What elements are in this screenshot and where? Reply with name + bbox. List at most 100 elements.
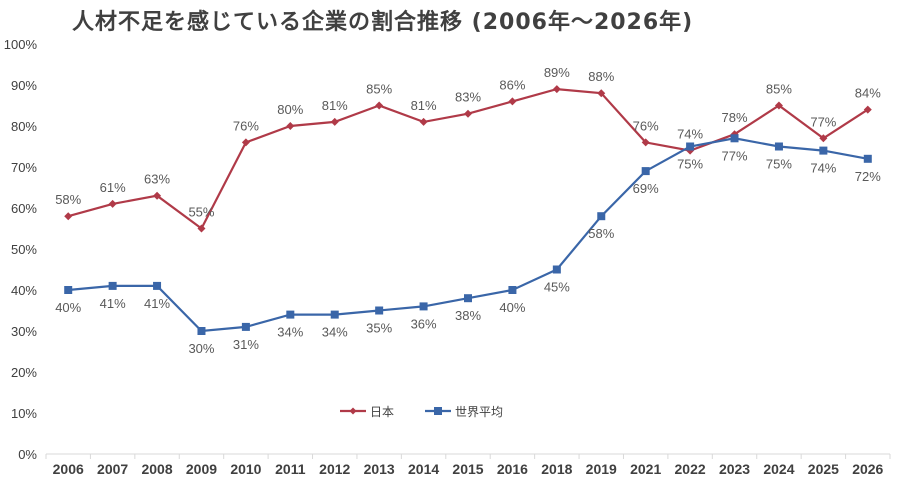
x-tick-label: 2021 [630, 461, 661, 477]
data-point-marker [819, 146, 828, 155]
data-point-marker [241, 138, 250, 147]
data-label: 36% [411, 316, 437, 331]
y-tick-label: 60% [11, 201, 37, 216]
data-label: 55% [188, 205, 214, 220]
data-point-marker [730, 134, 739, 143]
data-label: 72% [855, 169, 881, 184]
data-label: 34% [277, 325, 303, 340]
x-tick-label: 2026 [852, 461, 883, 477]
data-label: 35% [366, 321, 392, 336]
x-tick-label: 2024 [763, 461, 794, 477]
data-label: 61% [100, 180, 126, 195]
y-tick-label: 50% [11, 242, 37, 257]
data-label: 41% [144, 296, 170, 311]
data-point-marker [153, 281, 162, 290]
y-tick-label: 40% [11, 283, 37, 298]
data-point-marker [330, 117, 339, 126]
data-label: 81% [411, 98, 437, 113]
data-point-marker [286, 122, 295, 130]
y-tick-label: 90% [11, 78, 37, 93]
x-tick-label: 2012 [319, 461, 350, 477]
x-tick-label: 2018 [541, 461, 572, 477]
data-point-marker [419, 117, 428, 126]
data-label: 41% [100, 296, 126, 311]
data-point-marker [508, 286, 517, 294]
data-label: 58% [55, 192, 81, 207]
x-tick-label: 2022 [675, 461, 706, 477]
data-point-marker [464, 294, 472, 303]
y-tick-label: 70% [11, 160, 37, 175]
y-tick-label: 20% [11, 365, 37, 380]
data-point-marker [64, 286, 73, 294]
data-point-marker [108, 281, 117, 290]
legend-label: 日本 [370, 405, 394, 419]
data-label: 85% [366, 82, 392, 97]
x-tick-label: 2015 [452, 461, 483, 477]
data-label: 34% [322, 325, 348, 340]
data-label: 77% [722, 148, 748, 163]
data-label: 40% [55, 300, 81, 315]
data-point-marker [108, 199, 117, 208]
data-label: 74% [810, 161, 836, 176]
data-label: 40% [499, 300, 525, 315]
data-point-marker [641, 138, 650, 147]
x-tick-label: 2016 [497, 461, 528, 477]
x-tick-label: 2006 [53, 461, 84, 477]
data-label: 83% [455, 90, 481, 105]
data-label: 75% [677, 157, 703, 172]
x-tick-label: 2013 [364, 461, 395, 477]
data-label: 31% [233, 337, 259, 352]
data-label: 78% [722, 110, 748, 125]
y-tick-label: 80% [11, 119, 37, 134]
y-tick-label: 0% [18, 447, 37, 462]
data-point-marker [774, 142, 783, 151]
data-point-marker [552, 265, 561, 274]
data-label: 45% [544, 280, 570, 295]
data-point-marker [464, 109, 472, 118]
data-point-marker [330, 310, 339, 319]
data-label: 30% [188, 341, 214, 356]
data-label: 38% [455, 308, 481, 323]
data-label: 81% [322, 98, 348, 113]
data-point-marker [419, 302, 428, 311]
data-point-marker [774, 101, 783, 110]
data-point-marker [197, 327, 206, 335]
data-point-marker [64, 212, 73, 221]
x-tick-label: 2007 [97, 461, 128, 477]
data-label: 85% [766, 82, 792, 97]
data-point-marker [552, 85, 561, 94]
data-label: 77% [810, 114, 836, 129]
x-tick-label: 2011 [275, 461, 306, 477]
data-point-marker [686, 142, 695, 151]
data-label: 75% [766, 157, 792, 172]
data-point-marker [508, 97, 517, 106]
x-tick-label: 2009 [186, 461, 217, 477]
data-label: 63% [144, 172, 170, 187]
x-tick-label: 2025 [808, 461, 839, 477]
y-tick-label: 100% [4, 37, 38, 52]
data-label: 76% [633, 118, 659, 133]
data-point-marker [597, 212, 606, 221]
data-label: 80% [277, 102, 303, 117]
data-point-marker [819, 134, 828, 143]
data-point-marker [286, 310, 295, 319]
data-point-marker [241, 322, 250, 331]
data-point-marker [153, 191, 162, 200]
data-point-marker [375, 101, 384, 110]
data-label: 76% [233, 118, 259, 133]
legend-marker [434, 407, 442, 415]
x-tick-label: 2023 [719, 461, 750, 477]
data-point-marker [863, 105, 872, 114]
y-tick-label: 10% [11, 406, 37, 421]
y-tick-label: 30% [11, 324, 37, 339]
data-point-marker [863, 154, 872, 163]
data-point-marker [197, 224, 206, 233]
data-point-marker [641, 167, 650, 176]
x-tick-label: 2008 [141, 461, 172, 477]
legend-marker [349, 407, 357, 415]
x-tick-label: 2019 [586, 461, 617, 477]
data-label: 89% [544, 65, 570, 80]
x-tick-label: 2010 [230, 461, 261, 477]
data-label: 84% [855, 86, 881, 101]
data-label: 58% [588, 226, 614, 241]
